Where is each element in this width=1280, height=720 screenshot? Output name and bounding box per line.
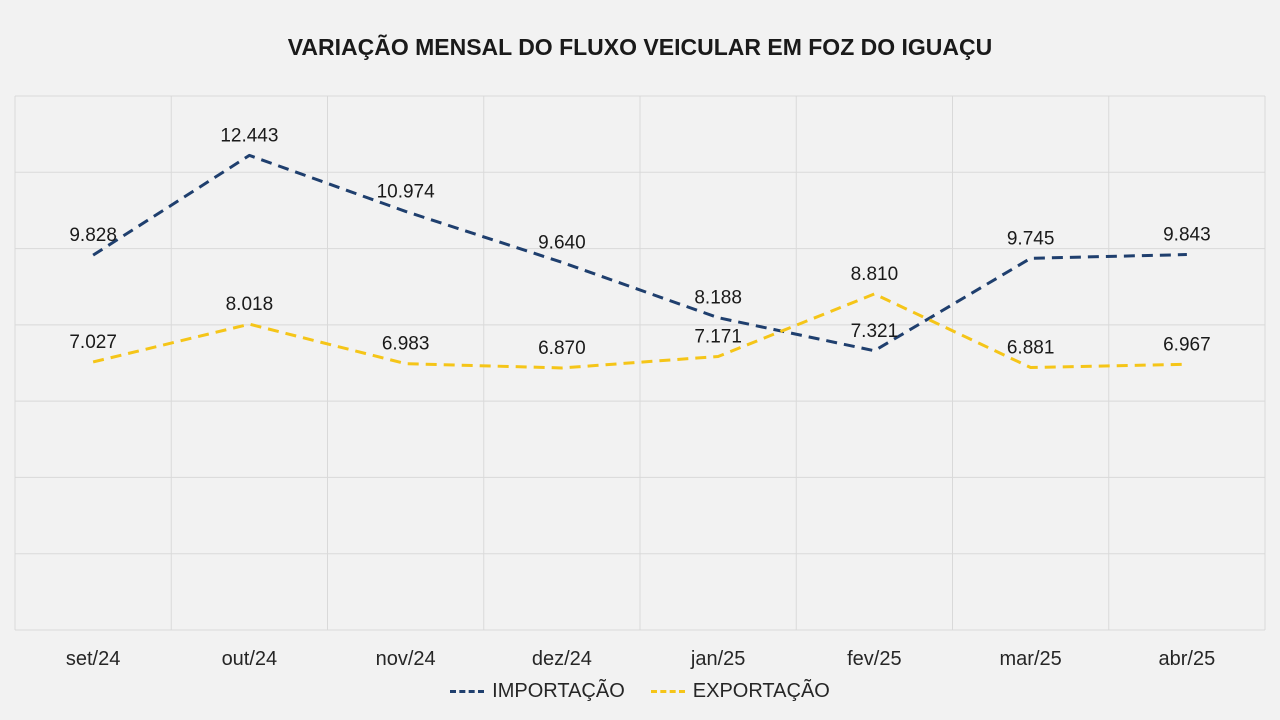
- data-label: 8.188: [694, 288, 742, 309]
- data-label: 6.983: [382, 334, 430, 355]
- legend-swatch-importacao: [450, 690, 485, 693]
- data-label: 10.974: [377, 181, 436, 202]
- x-tick-label: abr/25: [1159, 648, 1216, 670]
- x-tick-label: dez/24: [532, 648, 592, 670]
- data-label: 9.843: [1163, 225, 1211, 246]
- gridlines: [14, 95, 1266, 631]
- data-label: 6.870: [538, 338, 586, 359]
- legend-item-exportacao[interactable]: EXPORTAÇÃO: [650, 680, 830, 703]
- legend-item-importacao[interactable]: IMPORTAÇÃO: [450, 680, 625, 703]
- data-label: 6.967: [1163, 334, 1211, 355]
- series-line-exportacao: [92, 292, 1187, 370]
- data-label: 9.828: [69, 225, 117, 246]
- data-label: 6.881: [1007, 338, 1055, 359]
- series-lines: [92, 153, 1187, 370]
- data-label: 7.171: [694, 326, 742, 347]
- data-labels: 9.828 12.443 10.974 9.640 8.188 7.321 9.745 9.8…: [69, 125, 1210, 359]
- data-label: 8.018: [226, 294, 274, 315]
- legend-swatch-exportacao: [650, 690, 685, 693]
- series-line-importacao: [92, 153, 1187, 353]
- data-label: 12.443: [220, 125, 278, 146]
- legend-label-importacao: IMPORTAÇÃO: [492, 680, 625, 702]
- x-tick-label: jan/25: [690, 648, 746, 670]
- data-label: 8.810: [851, 264, 899, 285]
- data-label: 9.640: [538, 232, 586, 253]
- x-tick-label: out/24: [222, 648, 278, 670]
- x-tick-label: set/24: [66, 648, 120, 670]
- legend-label-exportacao: EXPORTAÇÃO: [692, 680, 830, 702]
- x-tick-label: mar/25: [1000, 648, 1062, 670]
- legend: IMPORTAÇÃO EXPORTAÇÃO: [0, 680, 1280, 703]
- data-label: 9.745: [1007, 228, 1055, 249]
- x-tick-label: nov/24: [376, 648, 436, 670]
- x-axis-tick-labels: set/24 out/24 nov/24 dez/24 jan/25 fev/25 mar/…: [66, 648, 1215, 670]
- data-label: 7.321: [851, 321, 899, 342]
- data-label: 7.027: [69, 332, 117, 353]
- x-tick-label: fev/25: [847, 648, 901, 670]
- chart-title: VARIAÇÃO MENSAL DO FLUXO VEICULAR EM FOZ…: [287, 34, 993, 60]
